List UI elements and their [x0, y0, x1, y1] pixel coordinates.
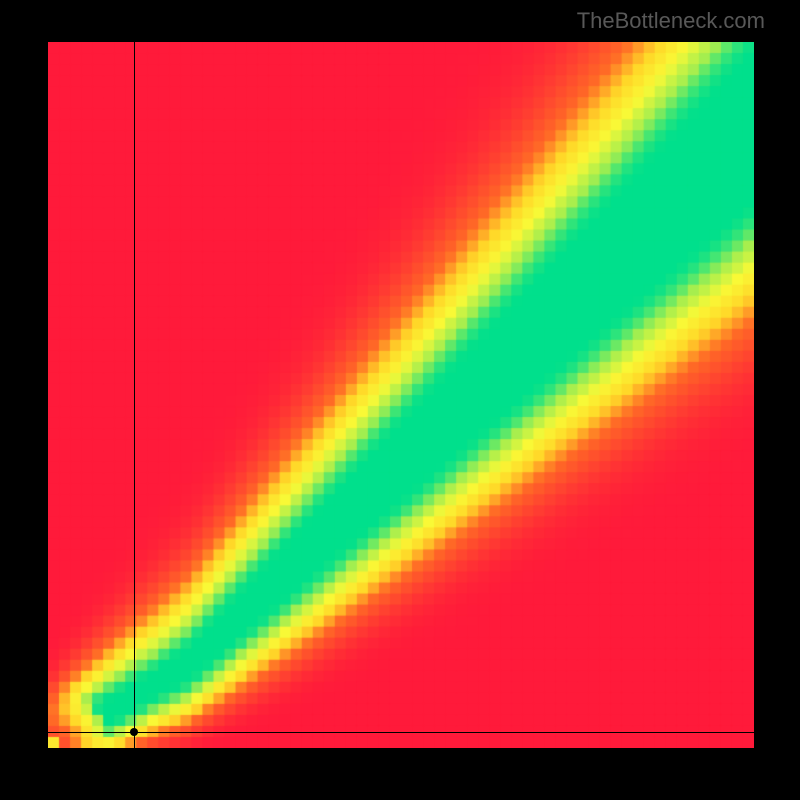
chart-frame: TheBottleneck.com — [0, 0, 800, 800]
crosshair-x-line — [48, 732, 754, 733]
crosshair-y-line — [134, 42, 135, 748]
crosshair-point — [130, 728, 138, 736]
watermark-text: TheBottleneck.com — [577, 8, 765, 34]
heatmap-plot — [48, 42, 754, 748]
